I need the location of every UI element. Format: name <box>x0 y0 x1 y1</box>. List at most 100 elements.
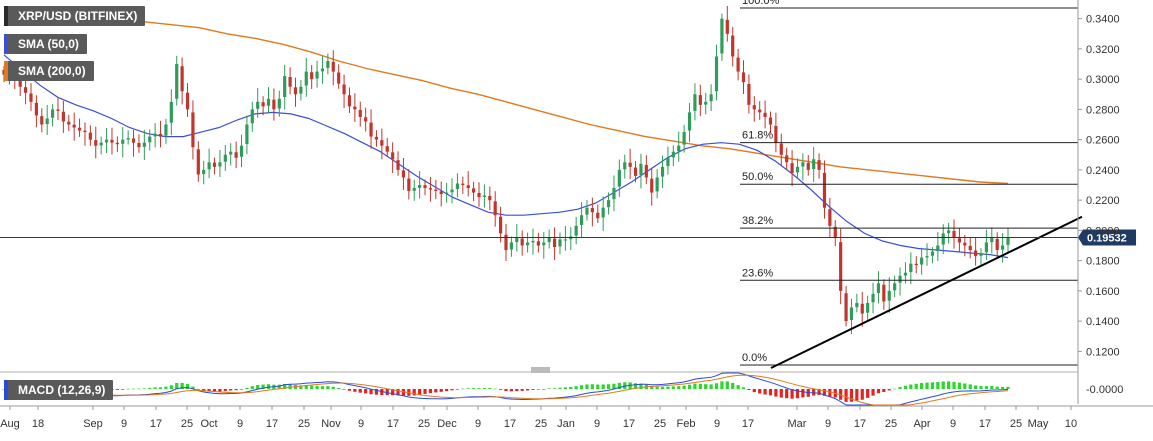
candle-body <box>299 86 303 94</box>
candle-body <box>261 102 265 107</box>
candle-body <box>67 121 71 125</box>
candle-body <box>499 216 503 234</box>
candle-body <box>488 195 492 201</box>
macd-legend-tag[interactable]: MACD (12,26,9) <box>4 380 114 400</box>
candle-body <box>579 215 584 225</box>
candle-body <box>83 130 87 133</box>
candle-body <box>990 237 994 243</box>
candle-body <box>677 145 681 152</box>
time-tick-label: Jan <box>557 418 575 430</box>
candle-body <box>423 185 427 189</box>
candle-body <box>239 145 244 157</box>
macd-histogram-bar <box>795 389 800 399</box>
candle-body <box>137 143 141 148</box>
time-tick-label: 9 <box>475 418 481 430</box>
macd-histogram-bar <box>364 389 368 394</box>
macd-histogram-bar <box>887 389 891 391</box>
candle-body <box>380 140 384 146</box>
candle-body <box>714 56 719 92</box>
candle-body <box>110 139 114 143</box>
macd-histogram-bar <box>515 389 519 391</box>
candle-body <box>34 102 38 116</box>
sma200-label: SMA (200,0) <box>18 64 86 78</box>
macd-histogram-bar <box>175 382 179 389</box>
macd-histogram-bar <box>925 382 929 389</box>
candle-body <box>439 191 443 195</box>
candle-body <box>736 57 740 72</box>
time-tick-label: 9 <box>825 418 831 430</box>
candle-body <box>525 242 530 246</box>
macd-histogram-bar <box>126 388 130 390</box>
macd-histogram-bar <box>283 383 287 389</box>
candle-body <box>833 226 837 238</box>
macd-histogram-bar <box>741 387 746 389</box>
macd-histogram-bar <box>121 389 125 390</box>
time-tick-label: 25 <box>535 418 547 430</box>
time-tick-label: 9 <box>237 418 243 430</box>
candle-body <box>947 230 951 234</box>
candle-body <box>369 122 373 137</box>
candle-body <box>871 293 875 303</box>
candle-body <box>450 189 454 193</box>
candle-body <box>828 209 832 226</box>
candle-body <box>790 163 794 173</box>
macd-histogram-bar <box>839 389 843 400</box>
macd-histogram-bar <box>801 389 805 398</box>
candle-body <box>612 188 616 200</box>
candle-body <box>153 133 157 137</box>
macd-histogram-bar <box>909 384 913 389</box>
candle-body <box>995 238 999 251</box>
candle-body <box>876 283 881 294</box>
candle-body <box>914 263 918 266</box>
macd-histogram-bar <box>579 385 584 389</box>
macd-histogram-bar <box>115 389 119 390</box>
candle-body <box>115 142 119 145</box>
candle-body <box>536 241 540 246</box>
macd-histogram-bar <box>763 389 767 395</box>
time-tick-label: 17 <box>504 418 516 430</box>
candle-body <box>477 192 481 198</box>
macd-histogram-bar <box>817 389 821 395</box>
macd-histogram-bar <box>563 387 567 389</box>
candle-body <box>925 256 929 258</box>
macd-histogram-bar <box>596 384 600 389</box>
macd-histogram-bar <box>768 389 773 396</box>
macd-histogram-bar <box>547 388 551 389</box>
time-tick-label: 18 <box>32 418 44 430</box>
candle-body <box>903 272 908 276</box>
candle-body <box>158 133 163 137</box>
sma50-legend-tag[interactable]: SMA (50,0) <box>4 34 87 54</box>
chart-title-tag[interactable]: XRP/USD (BITFINEX) <box>4 6 146 26</box>
candle-body <box>752 105 756 110</box>
macd-histogram-bar <box>752 389 756 393</box>
support-trendline <box>770 215 1083 369</box>
macd-histogram-bar <box>585 384 589 389</box>
candle-body <box>504 234 508 251</box>
sma200-legend-tag[interactable]: SMA (200,0) <box>4 61 94 81</box>
candle-body <box>725 19 729 34</box>
fib-level-label: 23.6% <box>742 267 773 279</box>
candle-body <box>472 188 476 193</box>
candle-body <box>882 284 886 302</box>
candle-body <box>428 188 433 190</box>
macd-histogram-bar <box>687 384 692 389</box>
macd-histogram-bar <box>137 388 141 390</box>
candle-body <box>45 118 49 125</box>
macd-histogram-bar <box>693 383 697 389</box>
time-tick-label: 17 <box>979 418 991 430</box>
candle-body <box>207 162 211 170</box>
candle-body <box>104 139 109 143</box>
macd-histogram-bar <box>385 389 389 396</box>
time-tick-label: 9 <box>950 418 956 430</box>
macd-histogram-bar <box>347 389 352 391</box>
candle-body <box>817 160 821 170</box>
candle-body <box>515 237 519 243</box>
candle-body <box>293 87 298 95</box>
time-tick-label: Nov <box>321 418 341 430</box>
macd-histogram-bar <box>882 389 886 393</box>
candle-body <box>250 109 254 124</box>
macd-histogram-bar <box>223 389 227 392</box>
candle-body <box>29 93 33 102</box>
macd-histogram-bar <box>202 389 206 392</box>
